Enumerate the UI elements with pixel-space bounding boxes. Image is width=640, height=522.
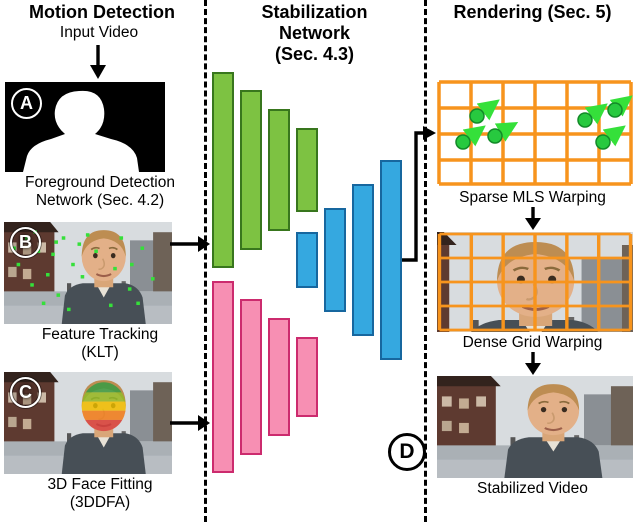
stabilization-network-title: Stabilization Network (Sec. 4.3)	[261, 2, 368, 64]
dense-grid-image	[437, 232, 633, 332]
blue-bar-4	[380, 160, 402, 360]
caption-stabilized-video: Stabilized Video	[477, 480, 588, 497]
caption-foreground-detection: Foreground Detection Network (Sec. 4.2)	[25, 174, 175, 209]
orange-grid-lines	[437, 80, 633, 186]
arrow-down-to-dense-icon	[525, 207, 541, 230]
sparse-mls-grid	[437, 80, 633, 186]
pink-bar-4	[296, 337, 318, 417]
blue-bar-3	[352, 184, 374, 336]
green-bar-3	[268, 109, 290, 231]
caption-sparse-mls: Sparse MLS Warping	[459, 189, 606, 206]
blue-bar-1	[296, 232, 318, 288]
green-bar-4	[296, 128, 318, 212]
pink-bar-1	[212, 281, 234, 473]
pink-bar-2	[240, 299, 262, 455]
arrow-down-to-stabilized-icon	[525, 352, 541, 375]
face-mesh-overlay	[81, 382, 126, 432]
motion-detection-title: Motion Detection	[29, 2, 175, 22]
label-D-badge: D	[388, 433, 426, 471]
arrow-right-from-C-icon	[170, 415, 210, 431]
arrow-right-from-B-icon	[170, 236, 210, 252]
green-bar-2	[240, 90, 262, 250]
label-A-badge: A	[11, 88, 42, 119]
caption-face-fitting: 3D Face Fitting (3DDFA)	[47, 476, 153, 511]
input-video-label: Input Video	[59, 24, 139, 41]
arrow-network-to-rendering-icon	[402, 126, 436, 262]
pink-bar-3	[268, 318, 290, 436]
rendering-title: Rendering (Sec. 5)	[453, 2, 612, 22]
caption-feature-tracking: Feature Tracking (KLT)	[41, 326, 159, 361]
stabilized-video-image	[437, 376, 633, 478]
caption-dense-grid: Dense Grid Warping	[462, 334, 603, 351]
dense-grid-lines	[437, 232, 633, 332]
green-bar-1	[212, 72, 234, 268]
column-divider-right	[424, 0, 427, 522]
label-C-badge: C	[10, 377, 41, 408]
column-divider-left	[204, 0, 207, 522]
label-B-badge: B	[10, 227, 41, 258]
mls-control-points	[455, 95, 633, 150]
blue-bar-2	[324, 208, 346, 312]
arrow-down-icon	[90, 45, 106, 79]
